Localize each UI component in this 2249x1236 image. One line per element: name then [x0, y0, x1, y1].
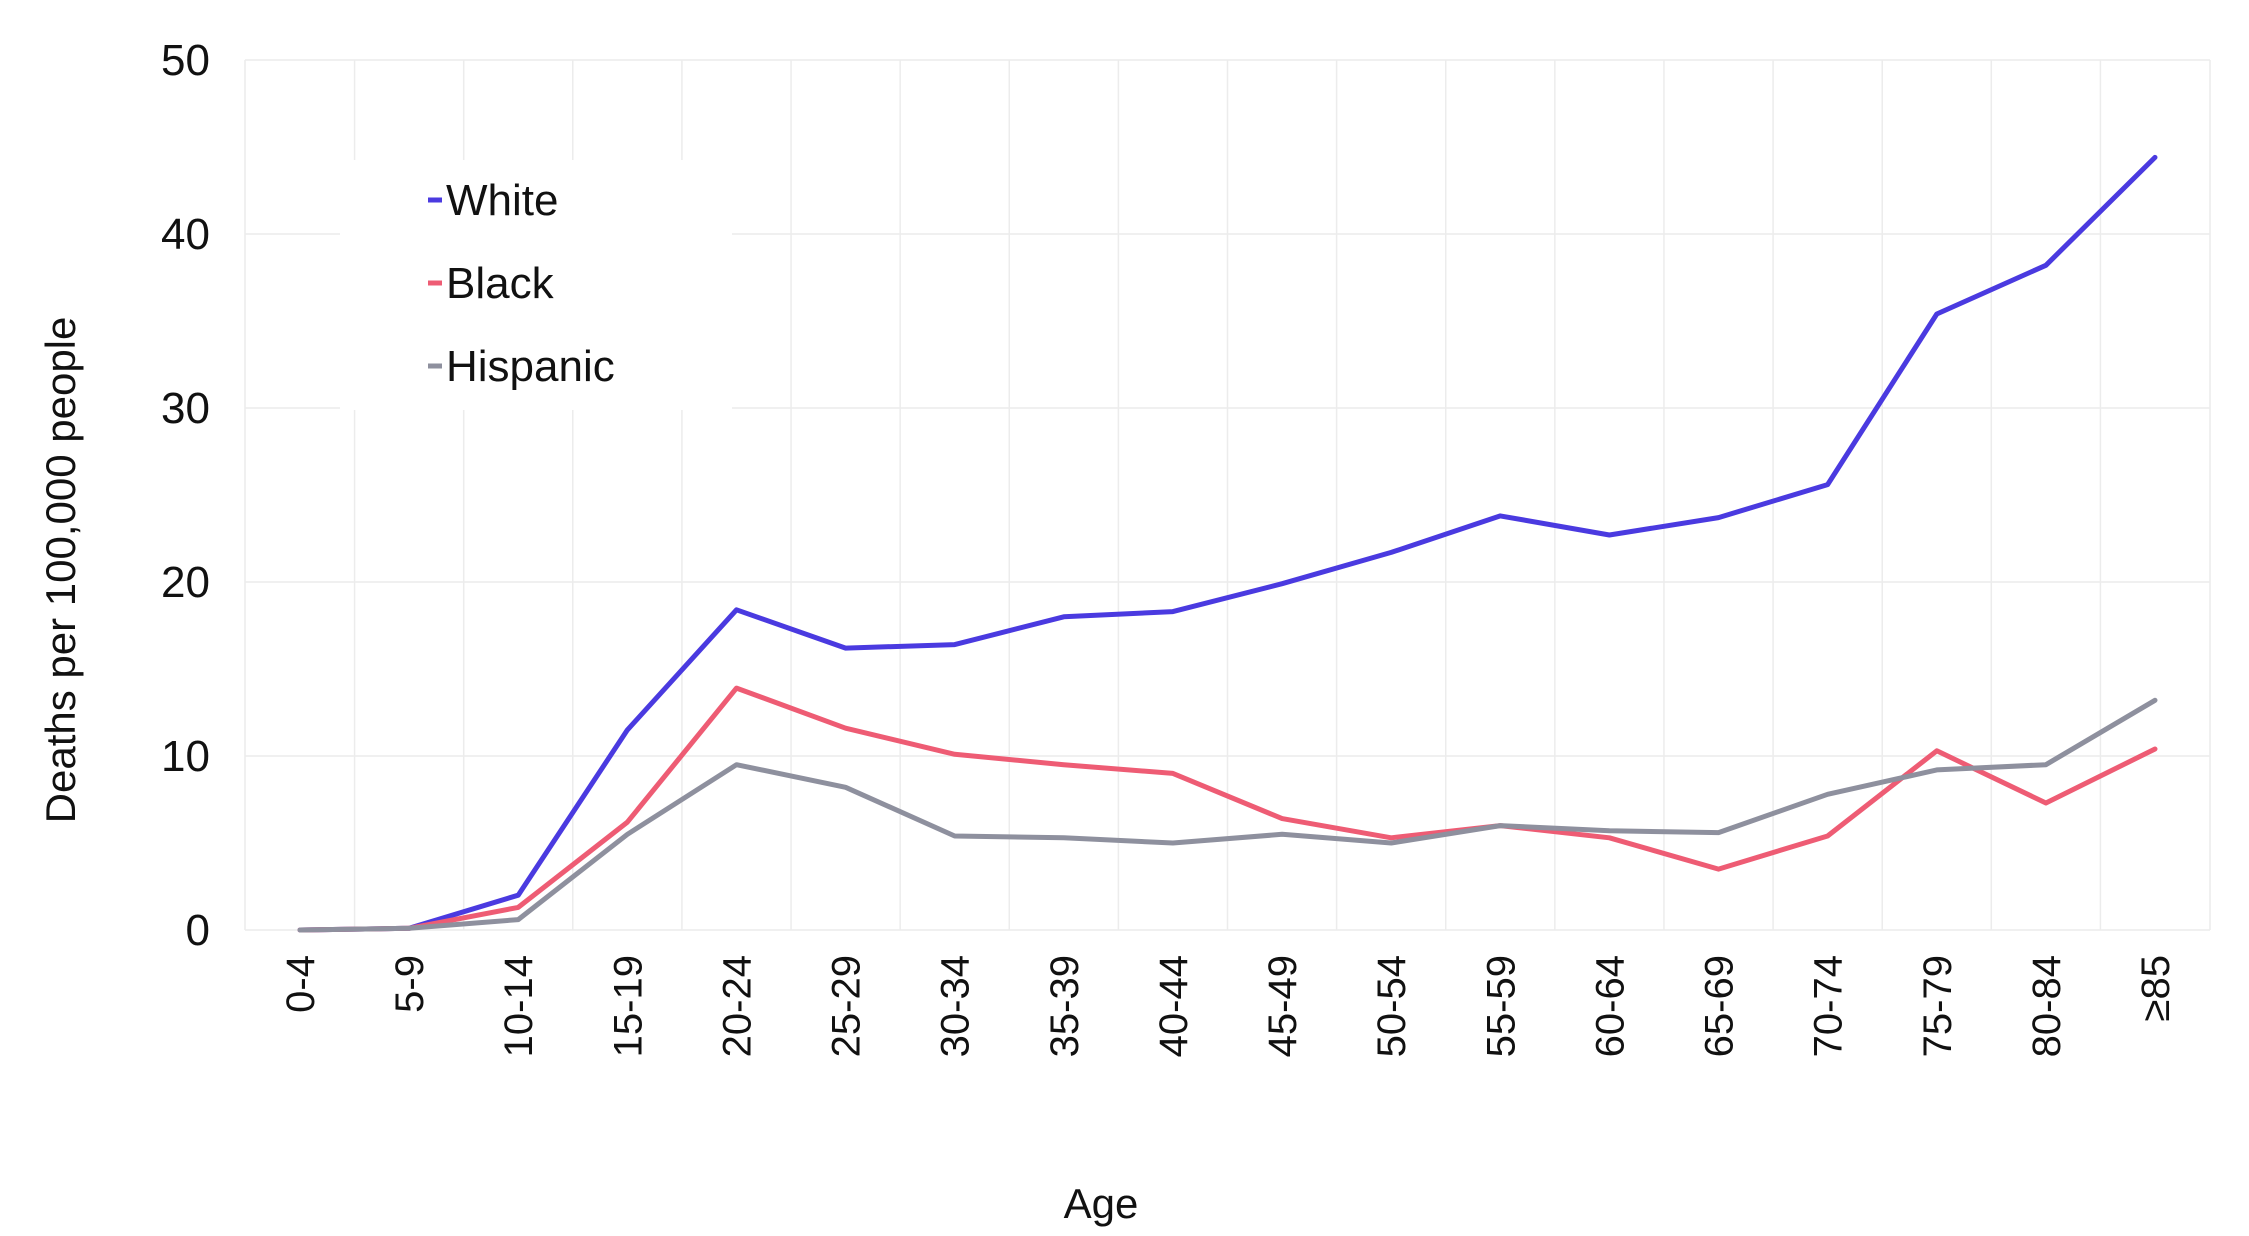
x-tick-label: 40-44: [1152, 955, 1196, 1057]
y-tick-label: 30: [161, 384, 210, 433]
x-tick-label: 35-39: [1043, 955, 1087, 1057]
y-tick-label: 40: [161, 210, 210, 259]
y-tick-label: 10: [161, 732, 210, 781]
legend-label: Hispanic: [446, 342, 615, 391]
y-tick-label: 20: [161, 558, 210, 607]
x-tick-label: ≥85: [2134, 955, 2178, 1021]
legend-label: White: [446, 176, 558, 225]
x-axis-ticks: 0-4 5-9 10-14 15-19 20-24 25-29 30-34 35-39 40-4…: [279, 955, 2178, 1057]
series-line-black: [297, 685, 2158, 933]
x-tick-label: 70-74: [1807, 955, 1851, 1057]
y-tick-label: 0: [186, 906, 210, 955]
x-tick-label: 10-14: [497, 955, 541, 1057]
legend-background: [340, 160, 732, 410]
x-tick-label: 60-64: [1588, 955, 1632, 1057]
series-line-hispanic: [297, 697, 2158, 933]
x-tick-label: 15-19: [606, 955, 650, 1057]
x-tick-label: 25-29: [825, 955, 869, 1057]
x-tick-label: 75-79: [1916, 955, 1960, 1057]
x-axis-label: Age: [1064, 1180, 1139, 1227]
x-tick-label: 45-49: [1261, 955, 1305, 1057]
x-tick-label: 30-34: [934, 955, 978, 1057]
y-axis-ticks: 0 10 20 30 40 50: [161, 36, 210, 955]
x-tick-label: 65-69: [1698, 955, 1742, 1057]
y-tick-label: 50: [161, 36, 210, 85]
x-tick-label: 80-84: [2025, 955, 2069, 1057]
x-tick-label: 20-24: [715, 955, 759, 1057]
series-line-white: [297, 154, 2158, 933]
y-axis-label: Deaths per 100,000 people: [37, 317, 84, 824]
x-tick-label: 0-4: [279, 955, 323, 1013]
legend: White Black Hispanic: [340, 160, 732, 410]
legend-label: Black: [446, 259, 555, 308]
x-tick-label: 5-9: [388, 955, 432, 1013]
series-lines: [297, 154, 2158, 933]
x-tick-label: 50-54: [1370, 955, 1414, 1057]
x-tick-label: 55-59: [1479, 955, 1523, 1057]
